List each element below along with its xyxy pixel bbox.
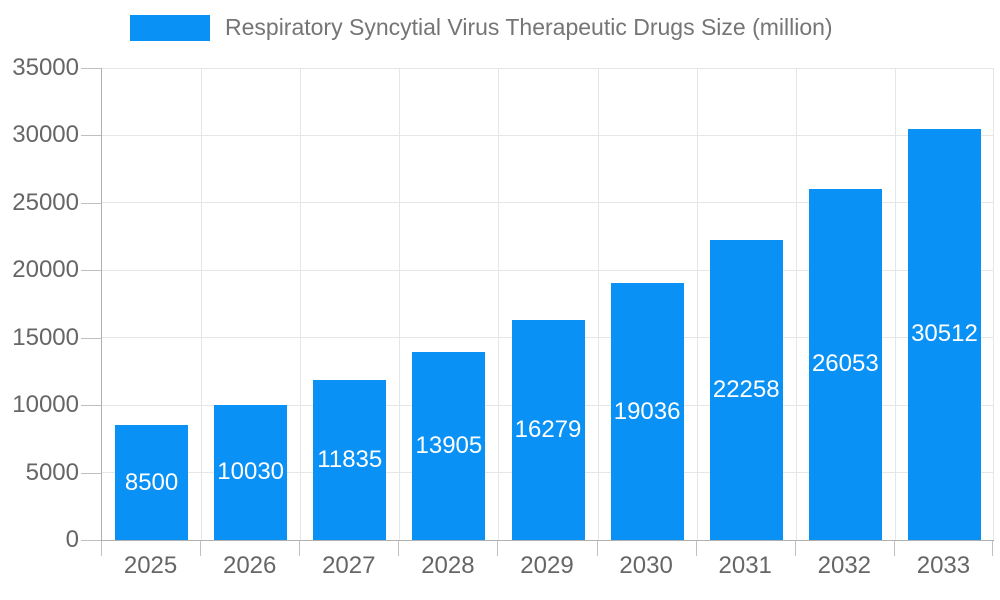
bar-value-label: 26053 [811, 350, 879, 378]
x-axis-tick [596, 541, 598, 556]
gridline-vertical [399, 68, 401, 540]
legend-swatch [130, 14, 210, 41]
x-axis-tick [101, 541, 102, 556]
x-axis-tick [992, 541, 993, 556]
bar[interactable]: 19036 [610, 283, 684, 540]
bar-value-label: 16279 [514, 416, 582, 444]
x-axis-tick-label: 2029 [520, 552, 574, 579]
y-axis-tick [81, 202, 101, 204]
x-axis-tick [200, 541, 202, 556]
gridline-vertical [597, 68, 599, 540]
x-axis-tick [794, 541, 796, 556]
bar[interactable]: 13905 [412, 352, 486, 540]
x-axis-tick-label: 2025 [123, 552, 178, 579]
legend: Respiratory Syncytial Virus Therapeutic … [130, 14, 833, 41]
bar[interactable]: 10030 [214, 404, 288, 540]
gridline-vertical [498, 68, 500, 540]
y-axis-tick [81, 68, 101, 69]
x-axis-tick-label: 2028 [421, 552, 475, 579]
gridline-horizontal [102, 202, 994, 204]
gridline-horizontal [102, 269, 994, 271]
x-axis-tick [893, 541, 895, 556]
bar-value-label: 10030 [217, 458, 285, 486]
bar-value-label: 11835 [317, 446, 383, 474]
y-axis-tick-label: 30000 [12, 121, 79, 149]
x-axis-tick-label: 2027 [322, 552, 376, 579]
y-axis-tick-label: 20000 [12, 256, 79, 284]
x-axis-tick-label: 2033 [916, 552, 971, 579]
x-axis-tick-label: 2032 [817, 552, 872, 579]
bar-value-label: 8500 [124, 468, 179, 496]
y-axis-tick [81, 337, 101, 339]
legend-label: Respiratory Syncytial Virus Therapeutic … [225, 14, 833, 40]
gridline-vertical [894, 68, 896, 540]
bar[interactable]: 26053 [808, 188, 882, 540]
gridline-horizontal [102, 134, 994, 136]
x-axis-tick-label: 2030 [619, 552, 673, 579]
y-axis-tick [81, 405, 101, 407]
bar[interactable]: 8500 [115, 425, 189, 540]
x-axis-tick-label: 2031 [718, 552, 772, 579]
y-axis-tick [81, 270, 101, 272]
y-axis-tick-label: 10000 [12, 391, 79, 419]
bar[interactable]: 30512 [907, 128, 981, 540]
y-axis-tick-label: 15000 [12, 323, 79, 351]
gridline-vertical [201, 68, 203, 540]
y-axis-tick-label: 25000 [12, 188, 79, 216]
bar-value-label: 19036 [613, 397, 681, 425]
gridline-vertical [795, 68, 797, 540]
gridline-horizontal [102, 67, 994, 69]
y-axis-tick [81, 540, 101, 541]
y-axis-tick-label: 5000 [25, 458, 79, 486]
y-axis-tick [81, 135, 101, 137]
plot-area: 8500 10030 11835 13905 16279 19036 22258 26053 3… [101, 67, 994, 541]
bar-value-label: 22258 [712, 375, 780, 403]
x-axis-tick [299, 541, 301, 556]
y-axis-tick-label: 35000 [12, 54, 79, 81]
x-axis-tick [398, 541, 400, 556]
x-axis-tick [695, 541, 697, 556]
y-axis-tick [81, 472, 101, 474]
x-axis-tick [497, 541, 499, 556]
bar[interactable]: 22258 [709, 239, 783, 540]
x-axis-tick-label: 2026 [222, 552, 277, 579]
y-axis-tick-label: 0 [65, 526, 79, 553]
bar-value-label: 30512 [911, 320, 978, 348]
gridline-vertical [696, 68, 698, 540]
bar-value-label: 13905 [415, 432, 483, 460]
bar[interactable]: 16279 [511, 320, 585, 540]
gridline-vertical [300, 68, 302, 540]
bar[interactable]: 11835 [313, 380, 387, 540]
gridline-vertical [993, 68, 994, 540]
